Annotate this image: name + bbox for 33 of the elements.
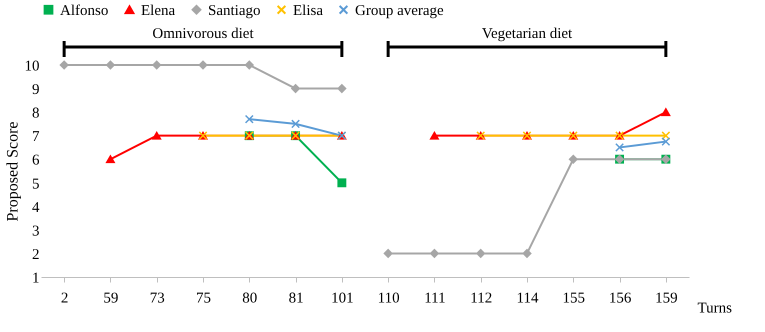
x-tick-label: 75 [196,290,211,306]
y-tick-label: 8 [32,106,40,122]
x-tick-label: 159 [655,290,678,306]
y-axis-title: Proposed Score [4,122,22,222]
x-tick-label: 73 [150,290,165,306]
x-tick-label: 81 [288,290,304,306]
legend-label: Elisa [293,2,324,19]
text: Vegetarian diet [482,26,574,42]
y-tick-label: 4 [32,200,40,216]
y-tick-label: 5 [32,176,40,192]
x-tick-label: 156 [608,290,632,306]
y-tick-label: 9 [32,82,40,98]
legend-label: Elena [141,2,176,19]
x-tick-label: 155 [562,290,586,306]
y-tick-label: 10 [24,58,40,74]
y-tick-label: 2 [32,246,40,263]
x-tick-label: 101 [331,290,354,306]
y-tick-label: 6 [32,152,40,169]
x-tick-label: 114 [516,290,539,306]
legend-label: Group average [355,2,444,19]
x-tick-label: 112 [470,290,492,306]
legend-label: Alfonso [60,2,108,19]
x-axis-title: Turns [698,300,732,316]
text: Omnivorous diet [152,26,254,42]
x-tick-label: 59 [103,290,118,306]
legend-label: Santiago [208,2,260,19]
x-tick-label: 80 [242,290,258,306]
y-tick-label: 1 [32,270,40,286]
y-tick-label: 3 [32,223,40,240]
x-tick-label: 110 [378,290,400,306]
x-tick-label: 2 [60,290,68,306]
x-tick-label: 111 [424,290,446,306]
y-tick-label: 7 [32,129,40,146]
